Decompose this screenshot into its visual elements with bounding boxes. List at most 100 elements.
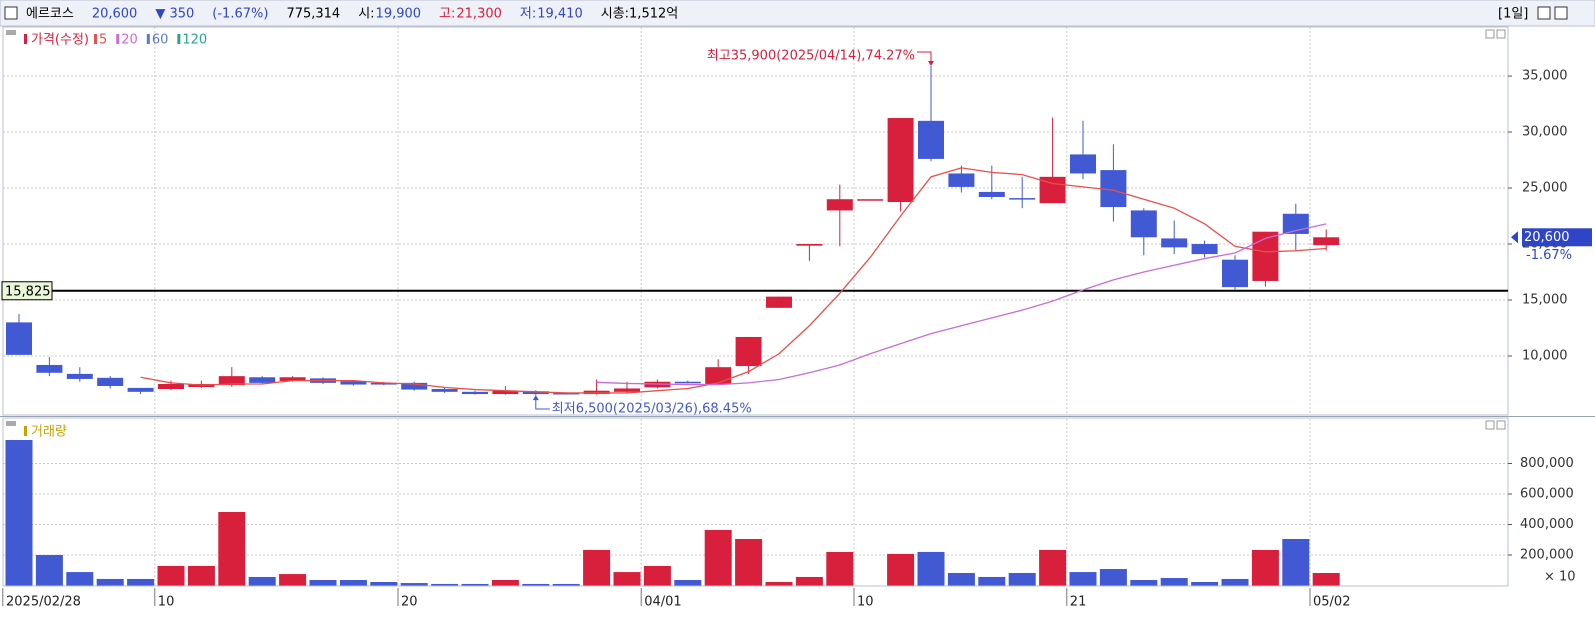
candle-body (1191, 244, 1218, 255)
legend-title: 거래량 (31, 425, 67, 440)
y-tick-label: 30,000 (1522, 125, 1568, 140)
header-items: 에르코스 20,600 ▼ 350 (-1.67%) 775,314 시: 19,900 고:… (26, 7, 678, 22)
window-button[interactable] (1537, 6, 1551, 20)
volume-bar (1069, 572, 1097, 586)
annotation-arrow (917, 51, 932, 64)
x-tick-label: 20 (401, 595, 418, 610)
header-item: 시: (358, 7, 374, 22)
annotation-arrow (535, 397, 550, 410)
candle-body (948, 173, 975, 187)
candle-body (1009, 198, 1036, 200)
volume-bar (978, 576, 1006, 586)
header-item: 19,410 (537, 7, 583, 22)
volume-bar (1099, 569, 1127, 586)
header-item: 21,300 (456, 7, 502, 22)
candle-body (1252, 231, 1279, 281)
candle-body (218, 376, 245, 386)
y-tick-label: 10,000 (1522, 348, 1568, 363)
close-button[interactable] (1554, 6, 1568, 20)
header-item: 20,600 (92, 7, 138, 22)
y-tick-label: 600,000 (1520, 486, 1574, 501)
header-item: 시총:1,512억 (601, 7, 678, 22)
header-item: 저: (520, 7, 536, 22)
volume-bar (522, 583, 550, 586)
candle-body (857, 199, 884, 201)
y-tick-label: 15,000 (1522, 292, 1568, 307)
current-change: -1.67% (1526, 248, 1572, 263)
price-panel (2, 26, 1509, 416)
panel-icon[interactable] (1496, 29, 1506, 39)
volume-bar (735, 538, 763, 586)
volume-bar (1008, 572, 1036, 586)
volume-bar (96, 578, 124, 586)
candle-body (492, 390, 519, 395)
legend-item: 120 (182, 33, 207, 48)
legend-title: 가격(수정) (31, 33, 89, 48)
candle-body (66, 373, 93, 379)
checkbox[interactable] (4, 6, 18, 20)
candle-body (1070, 154, 1096, 174)
candle-body (553, 392, 580, 395)
volume-bar (339, 580, 367, 586)
volume-bar (765, 581, 793, 586)
volume-bar (66, 572, 94, 586)
volume-bar (157, 565, 185, 586)
header-item: ▼ 350 (155, 7, 194, 22)
candle-body (36, 364, 63, 373)
candle-body (522, 391, 549, 395)
volume-bar (947, 572, 975, 586)
panel-icon[interactable] (1485, 29, 1495, 39)
x-tick-label: 21 (1070, 595, 1087, 610)
volume-bar (826, 551, 854, 586)
period[interactable]: [1일] (1498, 7, 1528, 22)
candle-body (431, 389, 458, 392)
candle-body (978, 191, 1005, 197)
volume-bar (35, 554, 63, 586)
candle-body (735, 336, 762, 367)
volume-bar (400, 583, 428, 586)
volume-bar (248, 576, 276, 586)
candle-body (1313, 237, 1340, 246)
y-tick-label: 200,000 (1520, 547, 1574, 562)
volume-bar (1191, 581, 1219, 586)
legend-marker (146, 34, 150, 44)
volume-bar (1312, 572, 1340, 586)
reference-label-box (1, 281, 53, 301)
panel-handle (6, 30, 16, 35)
volume-bar (643, 565, 671, 586)
volume-bar (1039, 549, 1067, 586)
candle-body (340, 381, 367, 385)
volume-bar (279, 574, 307, 586)
candle-body (249, 377, 276, 383)
volume-bar (1282, 538, 1310, 586)
candle-body (674, 381, 701, 384)
volume-bar (887, 553, 915, 586)
legend-item: 5 (99, 33, 107, 48)
candle-body (401, 382, 428, 390)
legend-item: 60 (152, 33, 169, 48)
panel-icon[interactable] (1496, 420, 1506, 430)
panel-icon[interactable] (1485, 420, 1495, 430)
candle-body (1130, 210, 1157, 238)
header-item: 775,314 (286, 7, 340, 22)
volume-bar (1160, 578, 1188, 586)
candle-body (1222, 259, 1248, 288)
candle-body (796, 244, 823, 246)
legend-marker (93, 34, 97, 44)
volume-bar (218, 511, 246, 586)
current-pointer (1511, 231, 1518, 244)
current-label-box (1522, 228, 1592, 247)
legend-marker (177, 34, 181, 44)
header-bar (0, 0, 1595, 27)
candle-body (127, 387, 154, 392)
legend-marker (24, 426, 27, 436)
x-tick-label: 05/02 (1313, 595, 1350, 610)
volume-bar (370, 581, 398, 586)
y-tick-label: 800,000 (1520, 456, 1574, 471)
volume-bar (5, 440, 33, 586)
candle-body (462, 391, 488, 395)
annotation: 최저6,500(2025/03/26),68.45% (552, 402, 752, 417)
candle-body (158, 383, 184, 390)
volume-panel (2, 417, 1509, 587)
